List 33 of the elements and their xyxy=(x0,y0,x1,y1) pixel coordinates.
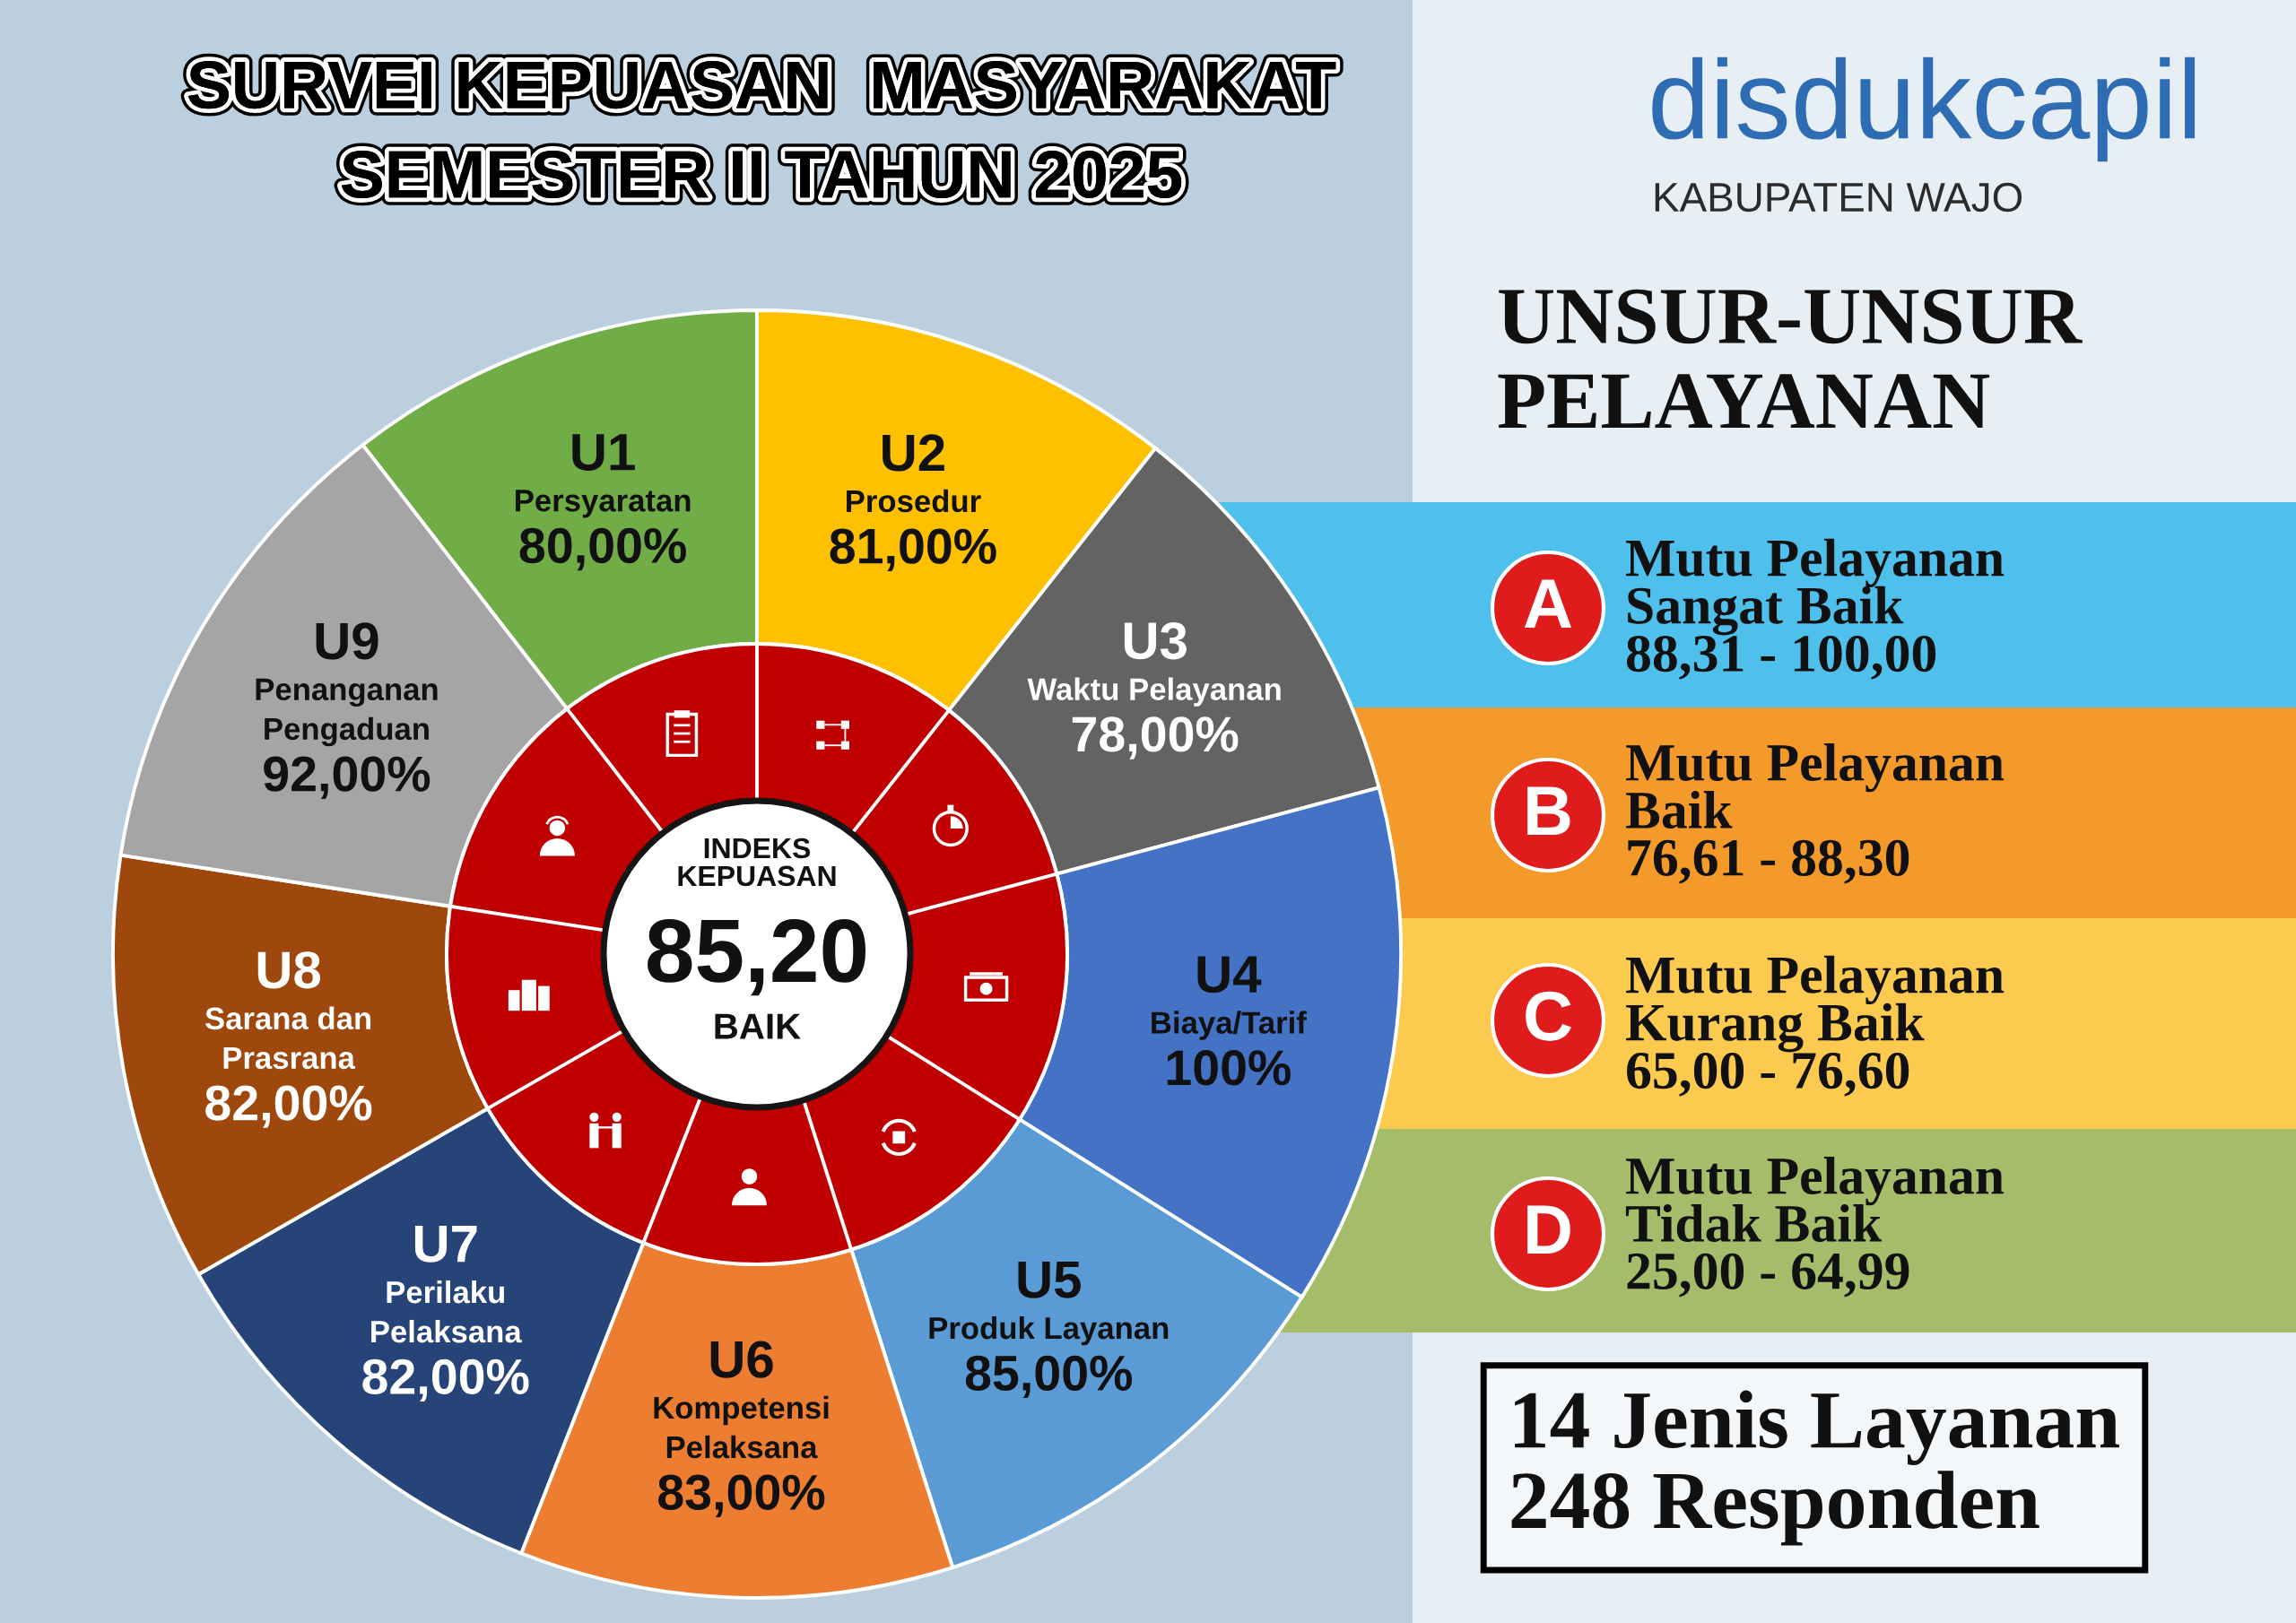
data-label: 82,00% xyxy=(362,1358,529,1402)
data-label: 85,00% xyxy=(965,1355,1132,1399)
text: D xyxy=(1527,1205,1570,1254)
data-label: 82,00% xyxy=(205,1085,372,1128)
slice-label: U8 Sarana dan Prasrana xyxy=(204,951,371,1070)
slice-label: U4 Biaya/Tarif xyxy=(1152,956,1307,1040)
text: INDEKS KEPUASAN xyxy=(678,838,836,887)
text: 14 Jenis Layanan 248 Responden xyxy=(1511,1390,2119,1546)
text: UNSUR-UNSUR PELAYANAN xyxy=(1498,289,2083,428)
text: Mutu Pelayanan Baik 76,61 - 88,30 xyxy=(1625,742,2005,884)
text: disdukcapil xyxy=(1652,56,2196,162)
text: KABUPATEN WAJO xyxy=(1655,182,2022,213)
data-label: 100% xyxy=(1167,1050,1291,1086)
slice-label: U7 Perilaku Pelaksana xyxy=(371,1226,522,1343)
text: Mutu Pelayanan Kurang Baik 65,00 - 76,60 xyxy=(1626,955,2005,1097)
text: Mutu Pelayanan Sangat Baik 88,31 - 100,00 xyxy=(1626,538,2005,680)
slice-label: U6 Kompetensi Pelaksana xyxy=(654,1341,829,1459)
slice-label: U1 Persyaratan xyxy=(516,434,691,518)
text: BAIK xyxy=(715,1013,801,1039)
text: Mutu Pelayanan Tidak Baik 25,00 - 64,99 xyxy=(1625,1156,2005,1298)
data-label: 80,00% xyxy=(519,527,686,571)
text: B xyxy=(1527,786,1570,836)
data-label: 83,00% xyxy=(658,1474,825,1517)
data-label: 78,00% xyxy=(1072,716,1239,759)
slice-label: U2 Prosedur xyxy=(847,434,981,513)
text: C xyxy=(1526,991,1571,1041)
slice-label: U3 Waktu Pelayanan xyxy=(1027,622,1281,707)
data-label: 81,00% xyxy=(830,528,996,571)
slice-label: U9 Penanganan Pengaduan xyxy=(256,622,438,747)
slice-label: U5 Produk Layanan xyxy=(929,1262,1169,1346)
text: A xyxy=(1524,579,1572,629)
text: 85,20 xyxy=(648,919,866,996)
data-label: 92,00% xyxy=(264,756,430,799)
